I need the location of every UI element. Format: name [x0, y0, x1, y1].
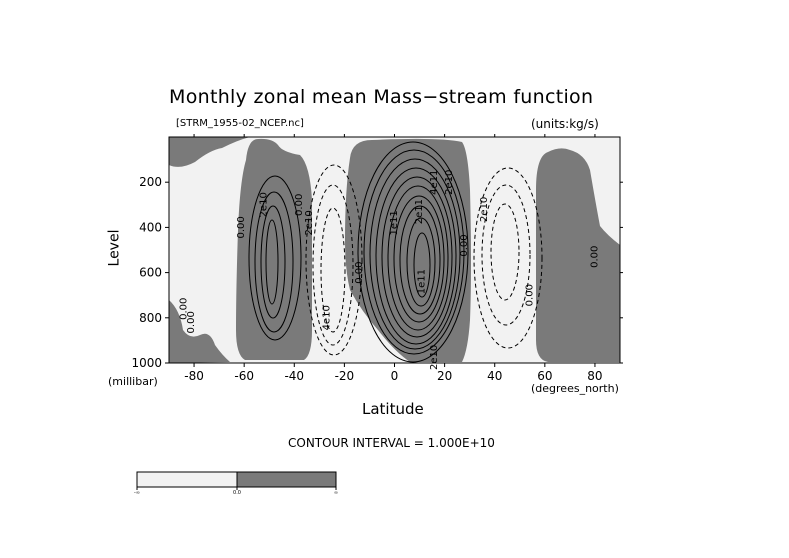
contour-label: 0.00 [294, 194, 305, 216]
contour-label: 4e11 [429, 170, 440, 195]
contours-southern-negative [305, 164, 363, 356]
contour-line [260, 205, 286, 319]
colorbar-positive-swatch [236, 471, 337, 488]
contour-line [393, 195, 445, 323]
positive-region-southern-cell [236, 138, 312, 360]
colorbar: -∞ 0.0 ∞ [134, 471, 338, 496]
contour-label: 0.00 [354, 261, 365, 283]
positive-region-top-left [169, 137, 250, 167]
x-axis-ticks: -80 -60 -40 -20 0 20 40 60 80 [184, 134, 603, 383]
contours-hadley [357, 141, 469, 363]
contour-line [320, 207, 346, 333]
contour-label: 0.00 [186, 311, 197, 333]
x-tick-label: 60 [537, 369, 552, 383]
x-tick-label: -40 [284, 369, 304, 383]
x-axis-units: (degrees_north) [531, 382, 619, 395]
contours-northern-negative [473, 167, 543, 349]
x-tick-label: 20 [437, 369, 452, 383]
contour-label: 0.00 [589, 246, 600, 268]
contour-line [381, 176, 453, 338]
contour-line [473, 167, 543, 349]
chart-subtitle-units: (units:kg/s) [531, 117, 599, 131]
x-tick-label: -80 [184, 369, 204, 383]
contour-line [413, 232, 431, 298]
contour-label: 2e10 [479, 197, 490, 222]
y-axis-units: (millibar) [108, 375, 158, 388]
contour-label: 0.00 [524, 284, 535, 306]
contour-label: 2e10 [444, 170, 455, 195]
chart-title: Monthly zonal mean Mass−stream function [169, 86, 594, 108]
contour-line [481, 184, 531, 326]
positive-region-bottom-left [169, 300, 230, 363]
contour-line [490, 203, 520, 301]
y-tick-label: 800 [139, 311, 162, 325]
contour-line [248, 175, 302, 341]
contour-interval-text: CONTOUR INTERVAL = 1.000E+10 [288, 436, 495, 450]
y-tick-label: 1000 [131, 356, 162, 370]
x-tick-label: -20 [335, 369, 355, 383]
contour-line [265, 219, 279, 305]
contour-label: 2e10 [259, 192, 270, 217]
chart-subtitle-file: [STRM_1955-02_NCEP.nc] [176, 118, 304, 129]
contour-line [357, 141, 469, 363]
colorbar-label-min: -∞ [134, 490, 140, 496]
contour-line [387, 185, 449, 331]
contours-southern-positive [248, 175, 302, 341]
colorbar-negative-swatch [136, 471, 238, 488]
contour-line [363, 149, 465, 355]
contour-label: 0.00 [236, 216, 247, 238]
x-tick-label: 40 [487, 369, 502, 383]
contour-line [254, 191, 294, 333]
contour-label: 1e11 [389, 210, 400, 235]
y-tick-label: 200 [139, 175, 162, 189]
contour-label: 0.00 [179, 298, 190, 320]
y-tick-label: 400 [139, 220, 162, 234]
x-tick-label: 80 [587, 369, 602, 383]
y-tick-label: 600 [139, 266, 162, 280]
x-tick-label: 0 [391, 369, 399, 383]
x-axis-label: Latitude [362, 400, 424, 418]
contour-label: 2e10 [429, 345, 440, 370]
contour-line [369, 158, 461, 350]
colorbar-label-max: ∞ [334, 490, 338, 496]
positive-region-northern [536, 148, 620, 362]
contour-line [375, 167, 457, 345]
contour-label: 4e10 [321, 305, 332, 330]
contour-label: 2e11 [414, 199, 425, 224]
colorbar-label-zero: 0.0 [233, 490, 241, 496]
contour-label: 0.00 [459, 234, 470, 256]
contour-line [312, 184, 354, 346]
contour-label: 1e11 [417, 269, 428, 294]
x-tick-label: -60 [234, 369, 254, 383]
y-axis-ticks: 200 400 600 800 1000 [131, 175, 623, 370]
contour-label: 2e10 [304, 210, 315, 235]
contour-line [406, 217, 436, 307]
contour-line [399, 205, 441, 315]
contour-line [305, 164, 363, 356]
